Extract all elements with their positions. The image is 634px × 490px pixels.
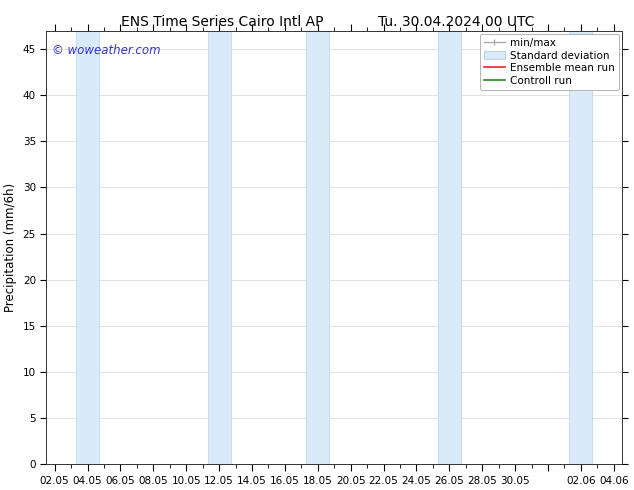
- Legend: min/max, Standard deviation, Ensemble mean run, Controll run: min/max, Standard deviation, Ensemble me…: [480, 34, 619, 90]
- Bar: [207, 31, 231, 464]
- Text: © woweather.com: © woweather.com: [52, 44, 161, 57]
- Bar: [306, 31, 329, 464]
- Bar: [438, 31, 461, 464]
- Text: ENS Time Series Cairo Intl AP: ENS Time Series Cairo Intl AP: [120, 15, 323, 29]
- Text: Tu. 30.04.2024 00 UTC: Tu. 30.04.2024 00 UTC: [378, 15, 534, 29]
- Bar: [76, 31, 99, 464]
- Y-axis label: Precipitation (mm/6h): Precipitation (mm/6h): [4, 183, 17, 312]
- Bar: [569, 31, 592, 464]
